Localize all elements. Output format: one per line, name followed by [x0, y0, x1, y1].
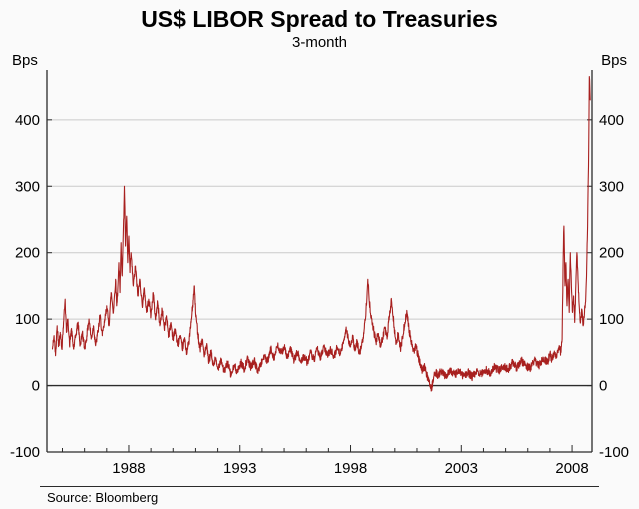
x-tick-label: 2008 — [555, 460, 588, 477]
chart-title: US$ LIBOR Spread to Treasuries — [141, 6, 498, 32]
y-tick-label-left: 0 — [32, 378, 40, 395]
y-tick-label-left: -100 — [10, 444, 40, 461]
source-label: Source: Bloomberg — [47, 490, 159, 505]
x-tick-label: 1993 — [223, 460, 256, 477]
y-tick-label-right: 400 — [599, 112, 624, 129]
y-tick-label-left: 100 — [15, 311, 40, 328]
y-tick-label-right: 300 — [599, 178, 624, 195]
y-tick-label-right: -100 — [599, 444, 629, 461]
y-tick-label-right: 0 — [599, 378, 607, 395]
y-tick-label-right: 100 — [599, 311, 624, 328]
y-tick-label-right: 200 — [599, 245, 624, 262]
chart-subtitle: 3-month — [291, 34, 348, 51]
y-axis-unit-left: Bps — [12, 52, 38, 69]
x-tick-label: 1998 — [334, 460, 367, 477]
x-tick-label: 1988 — [112, 460, 145, 477]
y-tick-label-left: 200 — [15, 245, 40, 262]
y-axis-unit-right: Bps — [601, 52, 627, 69]
series-line — [51, 76, 591, 392]
y-tick-label-left: 300 — [15, 178, 40, 195]
x-tick-label: 2003 — [445, 460, 478, 477]
footer-divider — [40, 486, 599, 487]
y-tick-label-left: 400 — [15, 112, 40, 129]
